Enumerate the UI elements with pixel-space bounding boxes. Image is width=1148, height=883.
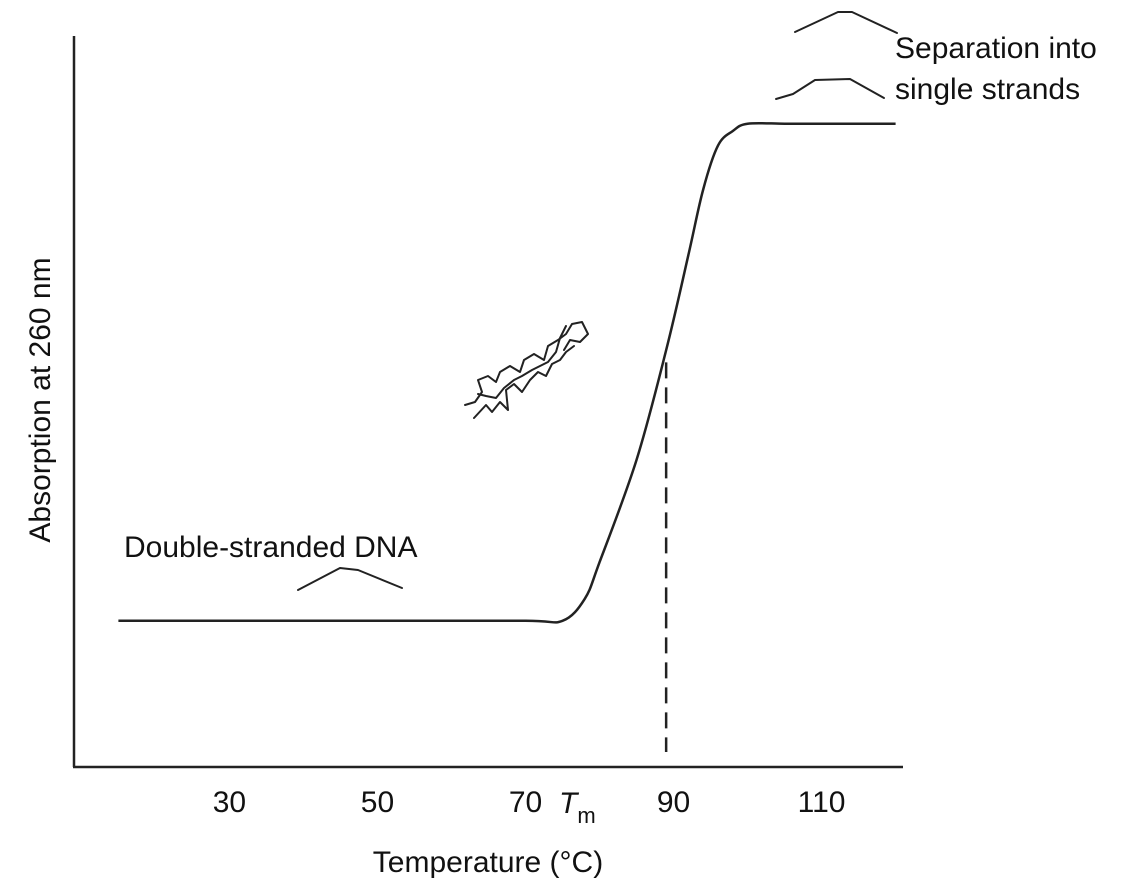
x-axis-label: Temperature (°C) [373, 846, 603, 879]
x-tick-label: 70 [509, 786, 542, 819]
tm-label-symbol: T [559, 787, 580, 820]
x-tick-label: 90 [657, 786, 690, 819]
x-tick-label: 50 [361, 786, 394, 819]
x-tick-label: 30 [213, 786, 246, 819]
annotation-separation-line1: Separation into [895, 32, 1097, 65]
melting-curve [118, 121, 896, 624]
annotation-separation-line2: single strands [895, 73, 1080, 106]
tm-label: Tm [559, 787, 596, 828]
double-strand-arc-icon [297, 567, 403, 591]
unwinding-helix-icon [464, 321, 589, 419]
annotation-double-stranded: Double-stranded DNA [124, 531, 417, 564]
single-strand-upper-icon [794, 11, 898, 34]
y-axis-label: Absorption at 260 nm [24, 257, 57, 542]
x-tick-labels: 30 50 70 90 110 [213, 786, 846, 819]
single-strand-lower-icon [775, 78, 885, 100]
x-tick-label: 110 [798, 786, 846, 819]
tm-label-subscript: m [577, 803, 595, 828]
